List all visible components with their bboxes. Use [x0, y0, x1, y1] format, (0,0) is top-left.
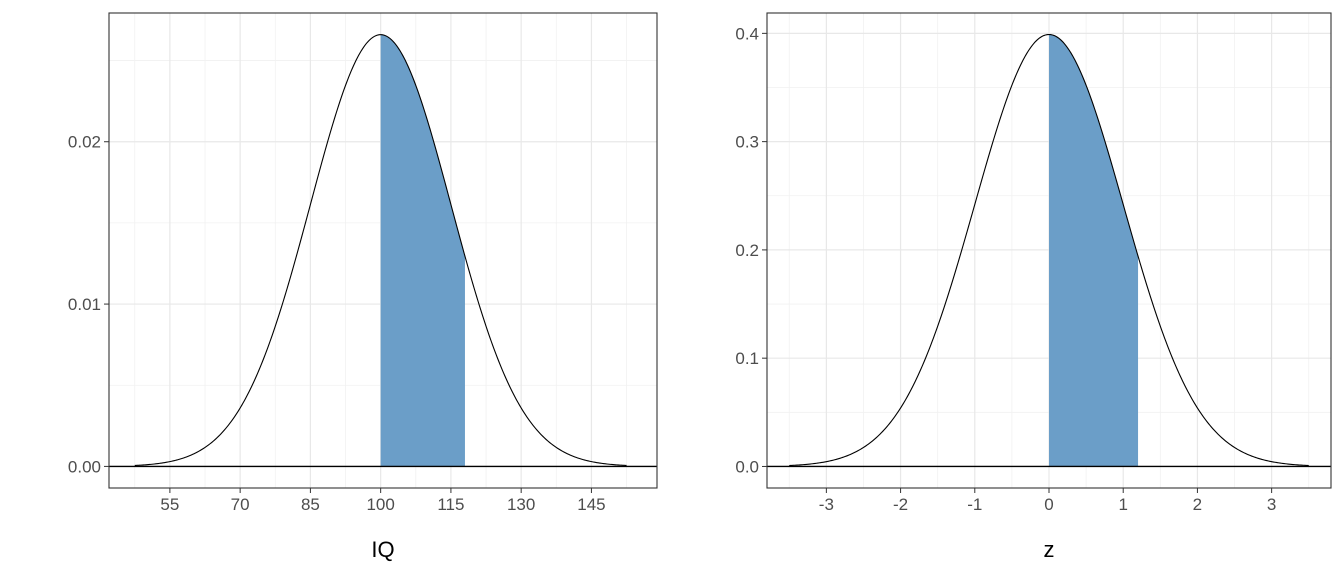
iq-shaded-area	[380, 34, 465, 467]
z-density-curve	[789, 33, 1309, 467]
z-x-tick-label: 2	[1193, 495, 1202, 514]
z-x-tick-label: -1	[967, 495, 982, 514]
iq-x-tick-label: 100	[366, 495, 394, 514]
z-x-tick-label: -2	[893, 495, 908, 514]
z-x-tick-label: 1	[1118, 495, 1127, 514]
z-y-tick-label: 0.3	[735, 133, 759, 152]
z-x-tick-label: -3	[819, 495, 834, 514]
z-y-tick-label: 0.4	[735, 24, 759, 43]
iq-y-tick-label: 0.00	[68, 457, 101, 476]
iq-x-tick-label: 145	[577, 495, 605, 514]
iq-density-curve	[134, 34, 627, 467]
z-x-tick-label: 3	[1267, 495, 1276, 514]
z-y-tick-label: 0.2	[735, 241, 759, 260]
iq-x-tick-label: 70	[231, 495, 250, 514]
iq-x-tick-label: 130	[507, 495, 535, 514]
iq-y-tick-label: 0.02	[68, 133, 101, 152]
z-y-tick-label: 0.1	[735, 349, 759, 368]
z-x-tick-label: 0	[1044, 495, 1053, 514]
z-shaded-area	[1049, 34, 1139, 467]
z-density-panel: -3 -2 -1 0 1 2 3 0.0 0.1 0.2 0.3 0.4 z	[735, 12, 1332, 562]
iq-y-tick-label: 0.01	[68, 295, 101, 314]
iq-x-tick-label: 55	[160, 495, 179, 514]
iq-panel-border	[108, 12, 658, 489]
iq-x-tick-label: 85	[301, 495, 320, 514]
iq-x-axis-title: IQ	[371, 537, 394, 562]
iq-x-tick-label: 115	[437, 495, 464, 514]
z-y-tick-label: 0.0	[735, 457, 759, 476]
z-x-axis-title: z	[1044, 537, 1055, 562]
iq-density-panel: 55 70 85 100 115 130 145 0.00 0.01 0.02 IQ	[68, 12, 658, 562]
